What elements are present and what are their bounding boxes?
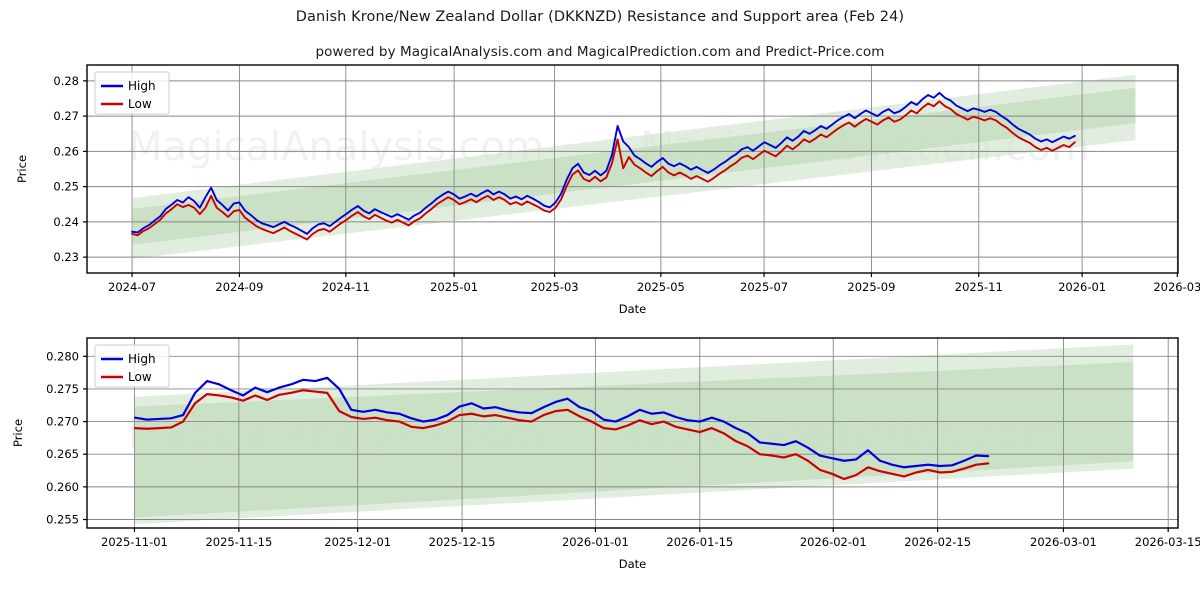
y-tick-label: 0.27 <box>53 109 79 123</box>
y-tick-label: 0.275 <box>46 382 79 396</box>
x-tick-label: 2026-01 <box>1058 280 1106 294</box>
x-tick-label: 2025-09 <box>847 280 895 294</box>
y-axis-title: Price <box>15 155 29 183</box>
grid-lines <box>87 338 1178 528</box>
support-resistance-bands <box>135 344 1134 525</box>
upper-chart-svg: MagicalAnalysis.comMagicalPrediction.com… <box>15 64 1200 315</box>
y-tick-label: 0.23 <box>53 250 79 264</box>
x-tick-label: 2025-03 <box>531 280 579 294</box>
x-tick-label: 2026-03-15 <box>1135 535 1200 549</box>
y-axis-title: Price <box>11 419 25 447</box>
lower-chart-panel: MagicalAnalysis.comMagicalPrediction.com… <box>0 330 1200 600</box>
x-tick-label: 2024-09 <box>215 280 263 294</box>
plot-frame <box>86 337 1179 529</box>
y-tick-label: 0.255 <box>46 513 79 527</box>
band-inner-support-resistance-band <box>135 362 1134 518</box>
x-tick-label: 2024-07 <box>108 280 156 294</box>
series-line-low <box>131 100 1076 241</box>
legend-label-low: Low <box>128 97 152 111</box>
x-tick-label: 2026-03 <box>1153 280 1200 294</box>
x-tick-label: 2025-01 <box>430 280 478 294</box>
x-axis-title: Date <box>619 302 647 315</box>
y-tick-label: 0.26 <box>53 144 79 158</box>
series-line-low <box>133 389 990 481</box>
page-title: Danish Krone/New Zealand Dollar (DKKNZD)… <box>295 9 905 25</box>
legend-label-high: High <box>128 352 156 366</box>
lower-chart-svg: MagicalAnalysis.comMagicalPrediction.com… <box>11 337 1200 571</box>
y-tick-label: 0.260 <box>46 480 79 494</box>
y-tick-label: 0.270 <box>46 415 79 429</box>
x-tick-label: 2025-05 <box>637 280 685 294</box>
y-tick-label: 0.28 <box>53 74 79 88</box>
y-tick-label: 0.24 <box>53 215 79 229</box>
chart-legend[interactable]: High Low <box>94 71 170 115</box>
x-tick-label: 2025-11-15 <box>205 535 272 549</box>
plot-frame <box>86 64 1179 274</box>
page-subtitle: powered by MagicalAnalysis.com and Magic… <box>315 44 885 60</box>
band-inner-support-resistance-band <box>132 87 1136 245</box>
legend-label-low: Low <box>128 370 152 384</box>
y-axis-tick-labels: 0.255 0.260 0.265 0.270 0.275 0.280 <box>46 349 87 527</box>
x-axis-tick-labels: 2024-07 2024-09 2024-11 2025-01 2025-03 2025-… <box>108 273 1200 294</box>
x-tick-label: 2025-07 <box>740 280 788 294</box>
y-tick-label: 0.25 <box>53 180 79 194</box>
upper-chart-panel: MagicalAnalysis.comMagicalPrediction.com… <box>0 60 1200 315</box>
x-tick-label: 2026-03-01 <box>1030 535 1097 549</box>
x-tick-label: 2026-01-01 <box>562 535 629 549</box>
x-tick-label: 2025-12-01 <box>324 535 391 549</box>
price-series-group <box>131 91 1076 241</box>
x-tick-label: 2025-12-15 <box>429 535 496 549</box>
x-tick-label: 2025-11 <box>955 280 1003 294</box>
y-axis-tick-labels: 0.23 0.24 0.25 0.26 0.27 0.28 <box>53 74 87 264</box>
y-tick-label: 0.280 <box>46 349 79 363</box>
x-axis-tick-labels: 2025-11-01 2025-11-15 2025-12-01 2025-12-15… <box>101 528 1200 549</box>
y-tick-label: 0.265 <box>46 447 79 461</box>
x-tick-label: 2026-01-15 <box>666 535 733 549</box>
chart-legend[interactable]: High Low <box>94 344 170 388</box>
series-line-high <box>133 376 990 469</box>
price-series-group <box>133 376 990 481</box>
x-tick-label: 2026-02-01 <box>800 535 867 549</box>
x-axis-title: Date <box>619 557 647 571</box>
x-tick-label: 2025-11-01 <box>101 535 168 549</box>
series-line-high <box>131 91 1076 235</box>
x-tick-label: 2026-02-15 <box>904 535 971 549</box>
x-tick-label: 2024-11 <box>322 280 370 294</box>
legend-label-high: High <box>128 79 156 93</box>
